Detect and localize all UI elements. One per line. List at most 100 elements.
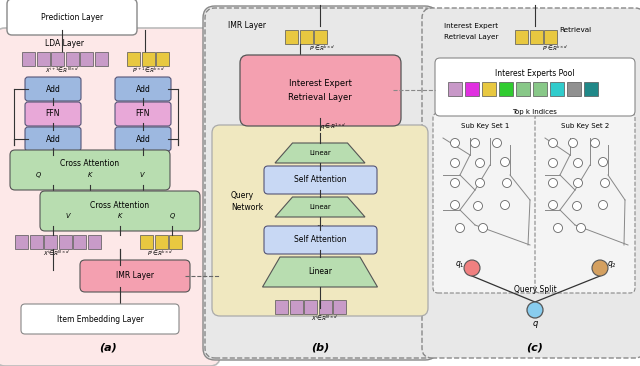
Bar <box>567 82 581 96</box>
Circle shape <box>548 179 557 187</box>
Polygon shape <box>262 257 378 287</box>
Text: IMR Layer: IMR Layer <box>116 272 154 280</box>
Text: (a): (a) <box>99 342 117 352</box>
Text: q: q <box>532 318 538 328</box>
Circle shape <box>500 201 509 209</box>
Circle shape <box>451 158 460 168</box>
Circle shape <box>600 179 609 187</box>
FancyBboxPatch shape <box>80 260 190 292</box>
FancyBboxPatch shape <box>435 58 635 116</box>
Text: Add: Add <box>45 134 60 143</box>
Bar <box>584 82 598 96</box>
Text: $q_1$: $q_1$ <box>455 259 465 270</box>
Circle shape <box>451 201 460 209</box>
Bar <box>275 300 288 314</box>
Circle shape <box>554 224 563 232</box>
Circle shape <box>548 138 557 147</box>
Circle shape <box>464 260 480 276</box>
Circle shape <box>573 179 582 187</box>
Text: ...: ... <box>316 220 324 228</box>
Bar <box>304 300 317 314</box>
Text: Linear: Linear <box>309 150 331 156</box>
Text: Prediction Layer: Prediction Layer <box>41 12 103 22</box>
FancyBboxPatch shape <box>115 77 171 101</box>
Bar <box>314 30 327 44</box>
FancyBboxPatch shape <box>212 125 428 316</box>
Circle shape <box>479 224 488 232</box>
Text: LDA Layer: LDA Layer <box>45 40 84 49</box>
Text: Sub Key Set 2: Sub Key Set 2 <box>561 123 609 129</box>
Bar <box>36 52 49 66</box>
Text: $X^{i}\!\in\!\mathbb{R}^{N\times d}$: $X^{i}\!\in\!\mathbb{R}^{N\times d}$ <box>44 249 70 258</box>
Circle shape <box>474 202 483 210</box>
Circle shape <box>591 138 600 147</box>
Text: $P^{i}\!\in\!\mathbb{R}^{k\times d}$: $P^{i}\!\in\!\mathbb{R}^{k\times d}$ <box>309 44 335 53</box>
Circle shape <box>598 157 607 167</box>
Circle shape <box>548 158 557 168</box>
FancyBboxPatch shape <box>264 166 377 194</box>
Circle shape <box>476 158 484 168</box>
Bar <box>289 300 303 314</box>
FancyBboxPatch shape <box>0 28 220 366</box>
Text: Query Split: Query Split <box>514 285 556 295</box>
Text: $q_2$: $q_2$ <box>607 259 617 270</box>
Circle shape <box>527 302 543 318</box>
Text: Interest Experts Pool: Interest Experts Pool <box>495 68 575 78</box>
FancyBboxPatch shape <box>25 127 81 151</box>
Bar <box>544 30 557 44</box>
Circle shape <box>476 179 484 187</box>
Text: Retrieval Layer: Retrieval Layer <box>444 34 499 40</box>
Bar <box>73 235 86 249</box>
Text: Add: Add <box>45 85 60 93</box>
Text: Query: Query <box>231 190 254 199</box>
Bar <box>95 52 108 66</box>
Text: $P^{i}\!\in\!\mathbb{R}^{k\times d}$: $P^{i}\!\in\!\mathbb{R}^{k\times d}$ <box>147 249 173 258</box>
Circle shape <box>573 158 582 168</box>
FancyBboxPatch shape <box>240 55 401 126</box>
Bar <box>140 235 153 249</box>
Text: Q: Q <box>170 213 175 219</box>
Bar <box>285 30 298 44</box>
Text: $P^{i}\!\in\!\mathbb{R}^{k\times d}$: $P^{i}\!\in\!\mathbb{R}^{k\times d}$ <box>542 44 568 53</box>
Bar <box>529 30 543 44</box>
FancyBboxPatch shape <box>40 191 200 231</box>
Bar <box>515 30 528 44</box>
Circle shape <box>451 138 460 147</box>
Text: Top k Indices: Top k Indices <box>513 109 557 115</box>
Text: $X^{i+1}\!\in\!\mathbb{R}^{N\times d}$: $X^{i+1}\!\in\!\mathbb{R}^{N\times d}$ <box>45 66 79 75</box>
Circle shape <box>456 224 465 232</box>
Circle shape <box>451 179 460 187</box>
Text: Sub Key Set 1: Sub Key Set 1 <box>461 123 509 129</box>
Text: K: K <box>88 172 92 178</box>
Text: Linear: Linear <box>309 204 331 210</box>
FancyBboxPatch shape <box>203 6 437 360</box>
Text: Cross Attention: Cross Attention <box>90 201 150 209</box>
FancyBboxPatch shape <box>10 150 170 190</box>
Text: V: V <box>66 213 70 219</box>
Text: FFN: FFN <box>45 109 60 119</box>
Text: Cross Attention: Cross Attention <box>60 160 120 168</box>
FancyBboxPatch shape <box>115 127 171 151</box>
FancyBboxPatch shape <box>25 102 81 126</box>
Bar <box>127 52 140 66</box>
Text: Self Attention: Self Attention <box>294 176 346 184</box>
Text: Self Attention: Self Attention <box>294 235 346 244</box>
Bar <box>29 235 42 249</box>
FancyBboxPatch shape <box>433 113 538 293</box>
Text: Add: Add <box>136 85 150 93</box>
Bar <box>333 300 346 314</box>
Text: V: V <box>140 172 144 178</box>
Text: (b): (b) <box>311 342 329 352</box>
Text: $P^{i+1}\!\in\!\mathbb{R}^{k\times d}$: $P^{i+1}\!\in\!\mathbb{R}^{k\times d}$ <box>132 66 164 75</box>
Text: Retrieval Layer: Retrieval Layer <box>288 93 352 101</box>
Bar <box>516 82 530 96</box>
Bar <box>44 235 57 249</box>
Text: Retrieval: Retrieval <box>559 27 591 33</box>
Text: Q: Q <box>35 172 40 178</box>
Bar <box>88 235 100 249</box>
Bar <box>499 82 513 96</box>
Text: Add: Add <box>136 134 150 143</box>
Bar <box>300 30 312 44</box>
Bar <box>169 235 182 249</box>
FancyBboxPatch shape <box>25 77 81 101</box>
